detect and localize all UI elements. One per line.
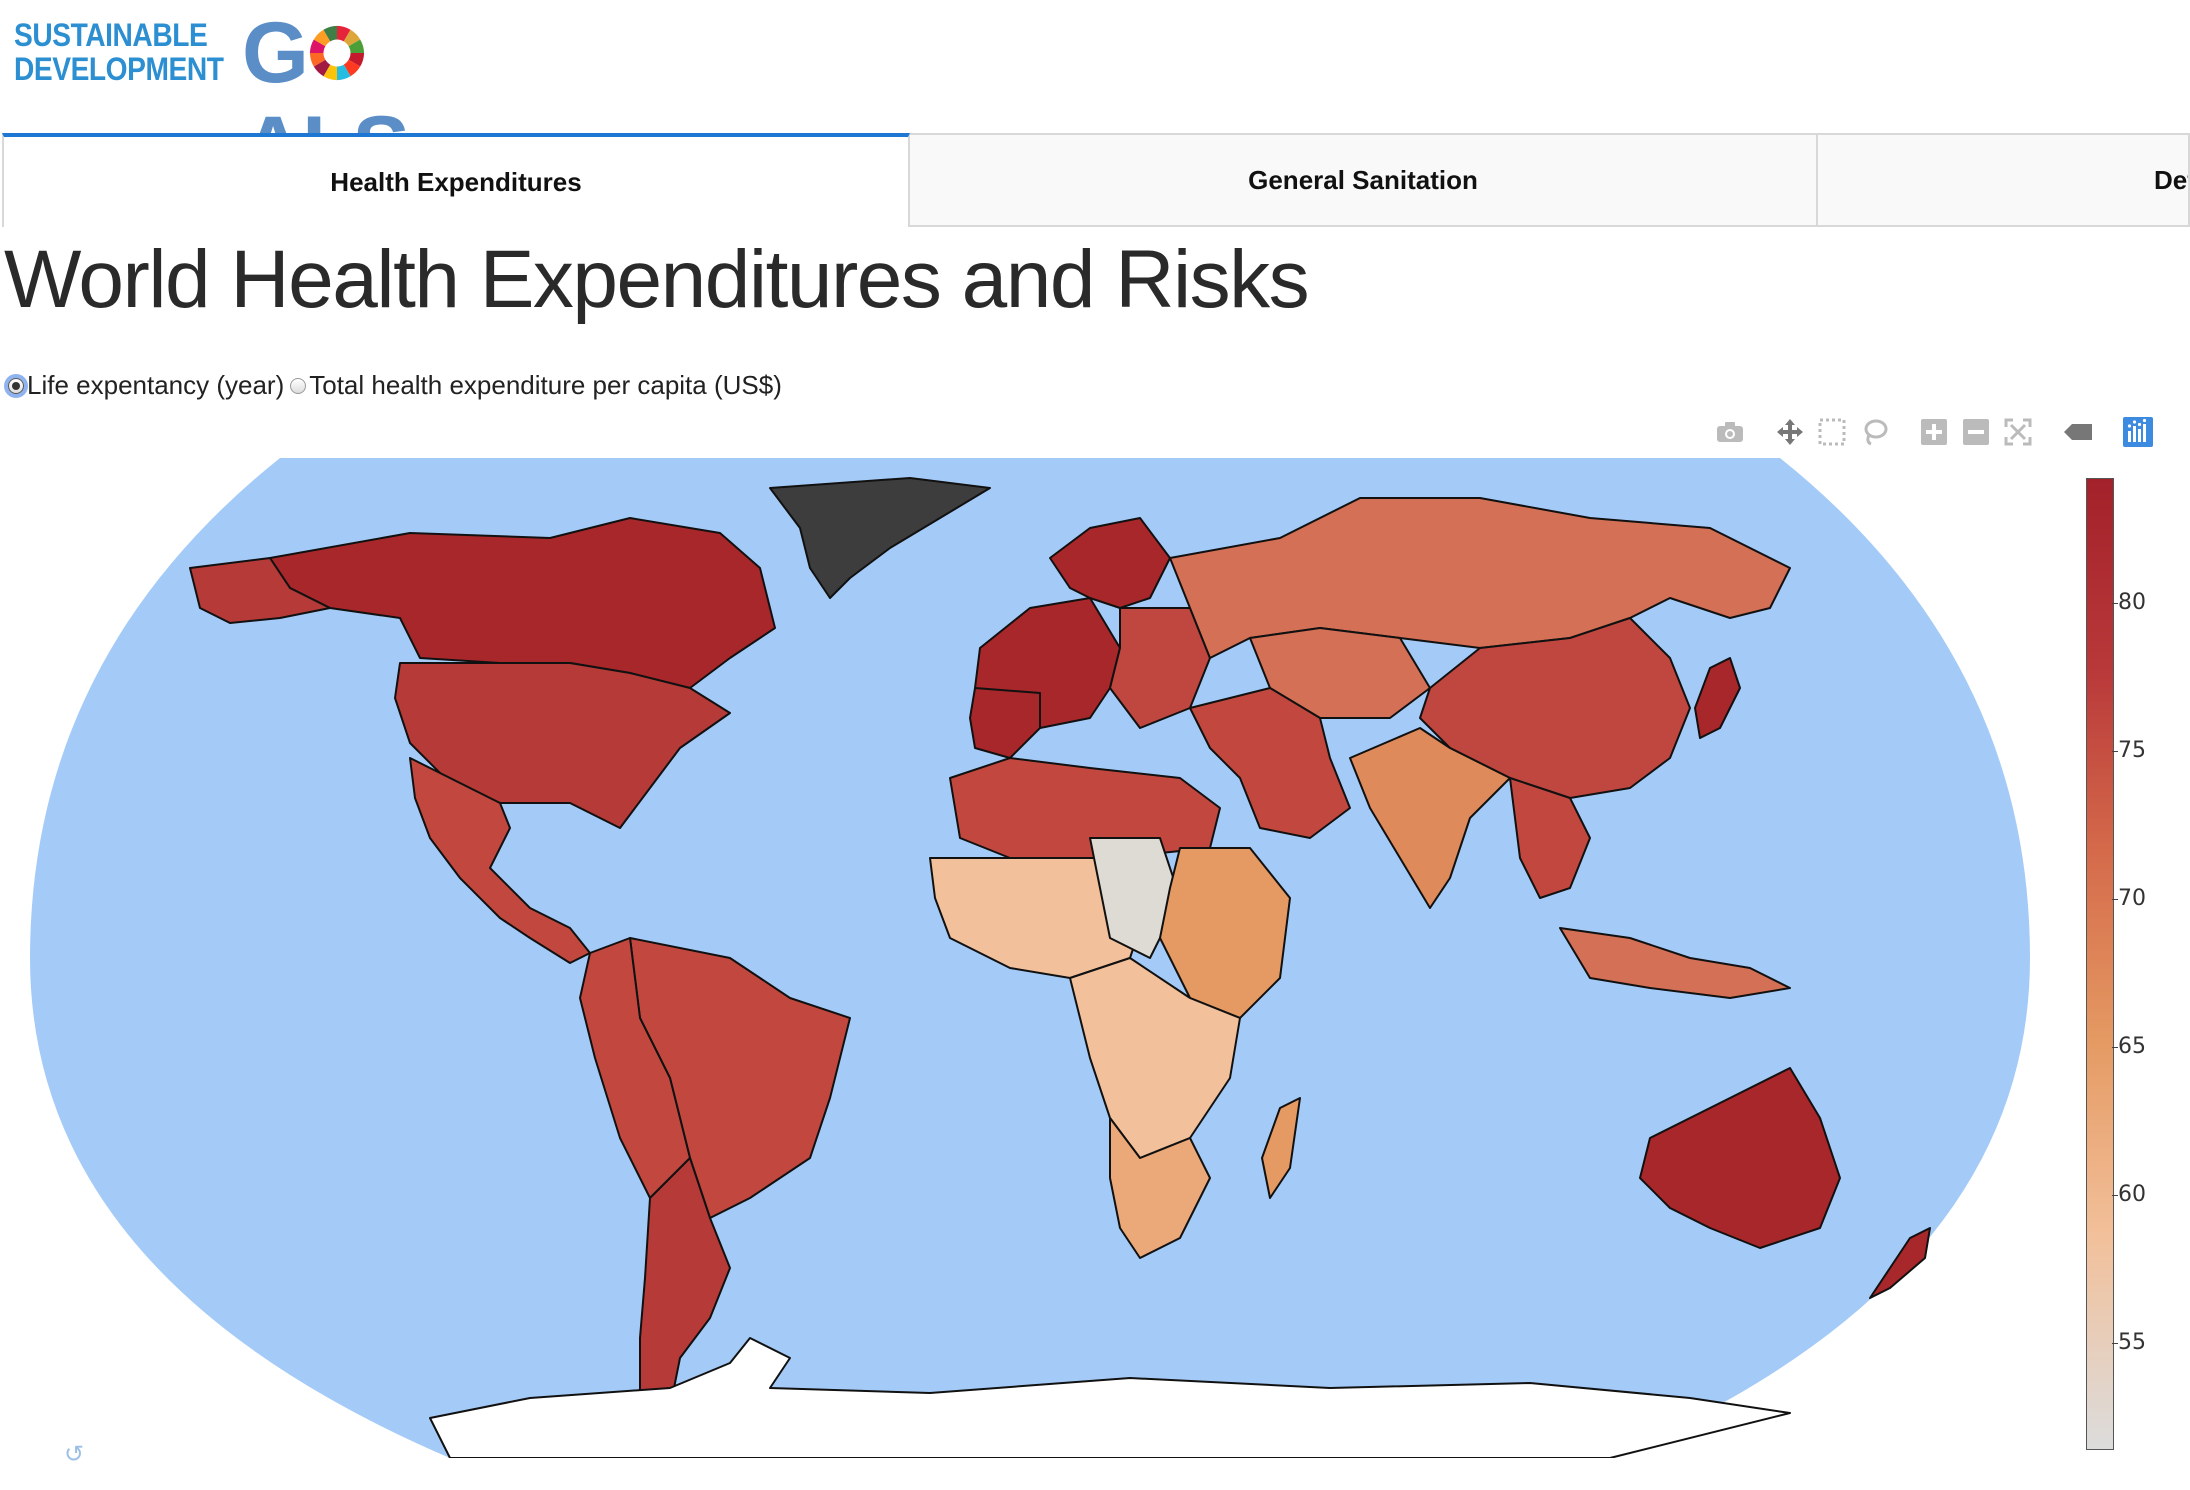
radio-life-expectancy[interactable] — [8, 377, 24, 394]
colorbar — [2086, 478, 2114, 1450]
undo-icon[interactable]: ↺ — [64, 1441, 85, 1468]
country-central-africa[interactable] — [1069, 957, 1241, 1159]
autoscale-icon[interactable] — [2002, 416, 2034, 448]
page-title: World Health Expenditures and Risks — [4, 234, 1310, 325]
metric-radio-group: Life expentancy (year) Total health expe… — [4, 370, 782, 401]
zoom-in-icon[interactable] — [1918, 416, 1950, 448]
pan-icon[interactable] — [1774, 416, 1806, 448]
logo-line-2: DEVELOPMENT — [14, 51, 224, 87]
logo-text: SUSTAINABLE DEVELOPMENT — [14, 18, 224, 86]
country-north-africa[interactable] — [949, 757, 1221, 859]
logo-g: G — [242, 5, 309, 101]
country-scandinavia[interactable] — [1049, 517, 1171, 609]
lasso-icon[interactable] — [1858, 416, 1890, 448]
country-middle-east[interactable] — [1189, 687, 1351, 839]
country-argentina[interactable] — [639, 1157, 731, 1409]
world-choropleth-map[interactable] — [30, 458, 2030, 1459]
radio-label-life-expectancy[interactable]: Life expentancy (year) — [27, 370, 285, 400]
hover-closest-icon[interactable] — [2062, 416, 2094, 448]
tab-general-sanitation[interactable]: General Sanitation — [910, 133, 1818, 227]
country-central-sahel[interactable] — [1089, 837, 1181, 959]
colorbar-tick-80: 80 — [2112, 590, 2146, 615]
country-southeast-asia[interactable] — [1509, 777, 1591, 899]
tab-health-expenditures[interactable]: Health Expenditures — [2, 133, 910, 227]
tab-third[interactable]: Det — [1818, 133, 2190, 227]
country-australia[interactable] — [1639, 1067, 1841, 1249]
zoom-out-icon[interactable] — [1960, 416, 1992, 448]
country-india[interactable] — [1349, 727, 1511, 909]
sdg-logo: SUSTAINABLE DEVELOPMENT G ALS — [14, 6, 494, 194]
colorbar-tick-75: 75 — [2112, 738, 2146, 763]
colorbar-tick-55: 55 — [2112, 1330, 2146, 1355]
tab-bar: Health Expenditures General Sanitation D… — [2, 133, 2190, 229]
plot-modebar — [1714, 414, 2154, 450]
country-indonesia[interactable] — [1559, 927, 1791, 999]
map-svg[interactable] — [30, 458, 2030, 1459]
antarctica — [429, 1337, 1791, 1459]
camera-icon[interactable] — [1714, 416, 1746, 448]
country-new-zealand[interactable] — [1869, 1227, 1931, 1299]
logo-line-1: SUSTAINABLE — [14, 17, 208, 53]
colorbar-tick-65: 65 — [2112, 1034, 2146, 1059]
colorbar-tick-70: 70 — [2112, 886, 2146, 911]
colorbar-tick-60: 60 — [2112, 1182, 2146, 1207]
box-select-icon[interactable] — [1816, 416, 1848, 448]
country-madagascar[interactable] — [1261, 1097, 1301, 1199]
country-alaska[interactable] — [189, 557, 331, 624]
sdg-wheel-icon — [309, 26, 364, 81]
radio-label-health-expenditure[interactable]: Total health expenditure per capita (US$… — [309, 370, 782, 400]
country-japan[interactable] — [1694, 657, 1741, 739]
country-greenland-nodata[interactable] — [769, 477, 991, 599]
radio-health-expenditure[interactable] — [290, 377, 307, 394]
country-southern-africa[interactable] — [1109, 1117, 1211, 1259]
country-usa[interactable] — [394, 662, 731, 829]
plotly-logo-icon[interactable] — [2122, 416, 2154, 448]
